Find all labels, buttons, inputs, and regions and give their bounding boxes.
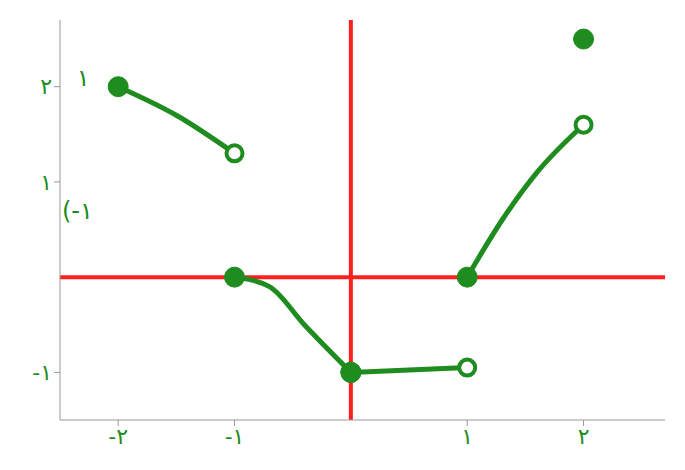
svg-text:-۱: -۱: [32, 360, 52, 385]
svg-text:۲: ۲: [40, 74, 52, 99]
svg-text:-۱: -۱: [225, 424, 245, 449]
svg-text:۲: ۲: [578, 424, 590, 449]
svg-text:۱: ۱: [77, 64, 90, 92]
svg-text:(-۱: (-۱: [62, 197, 93, 225]
svg-text:۱: ۱: [461, 424, 473, 449]
svg-text:۱: ۱: [40, 170, 52, 195]
svg-text:-۲: -۲: [108, 424, 128, 449]
